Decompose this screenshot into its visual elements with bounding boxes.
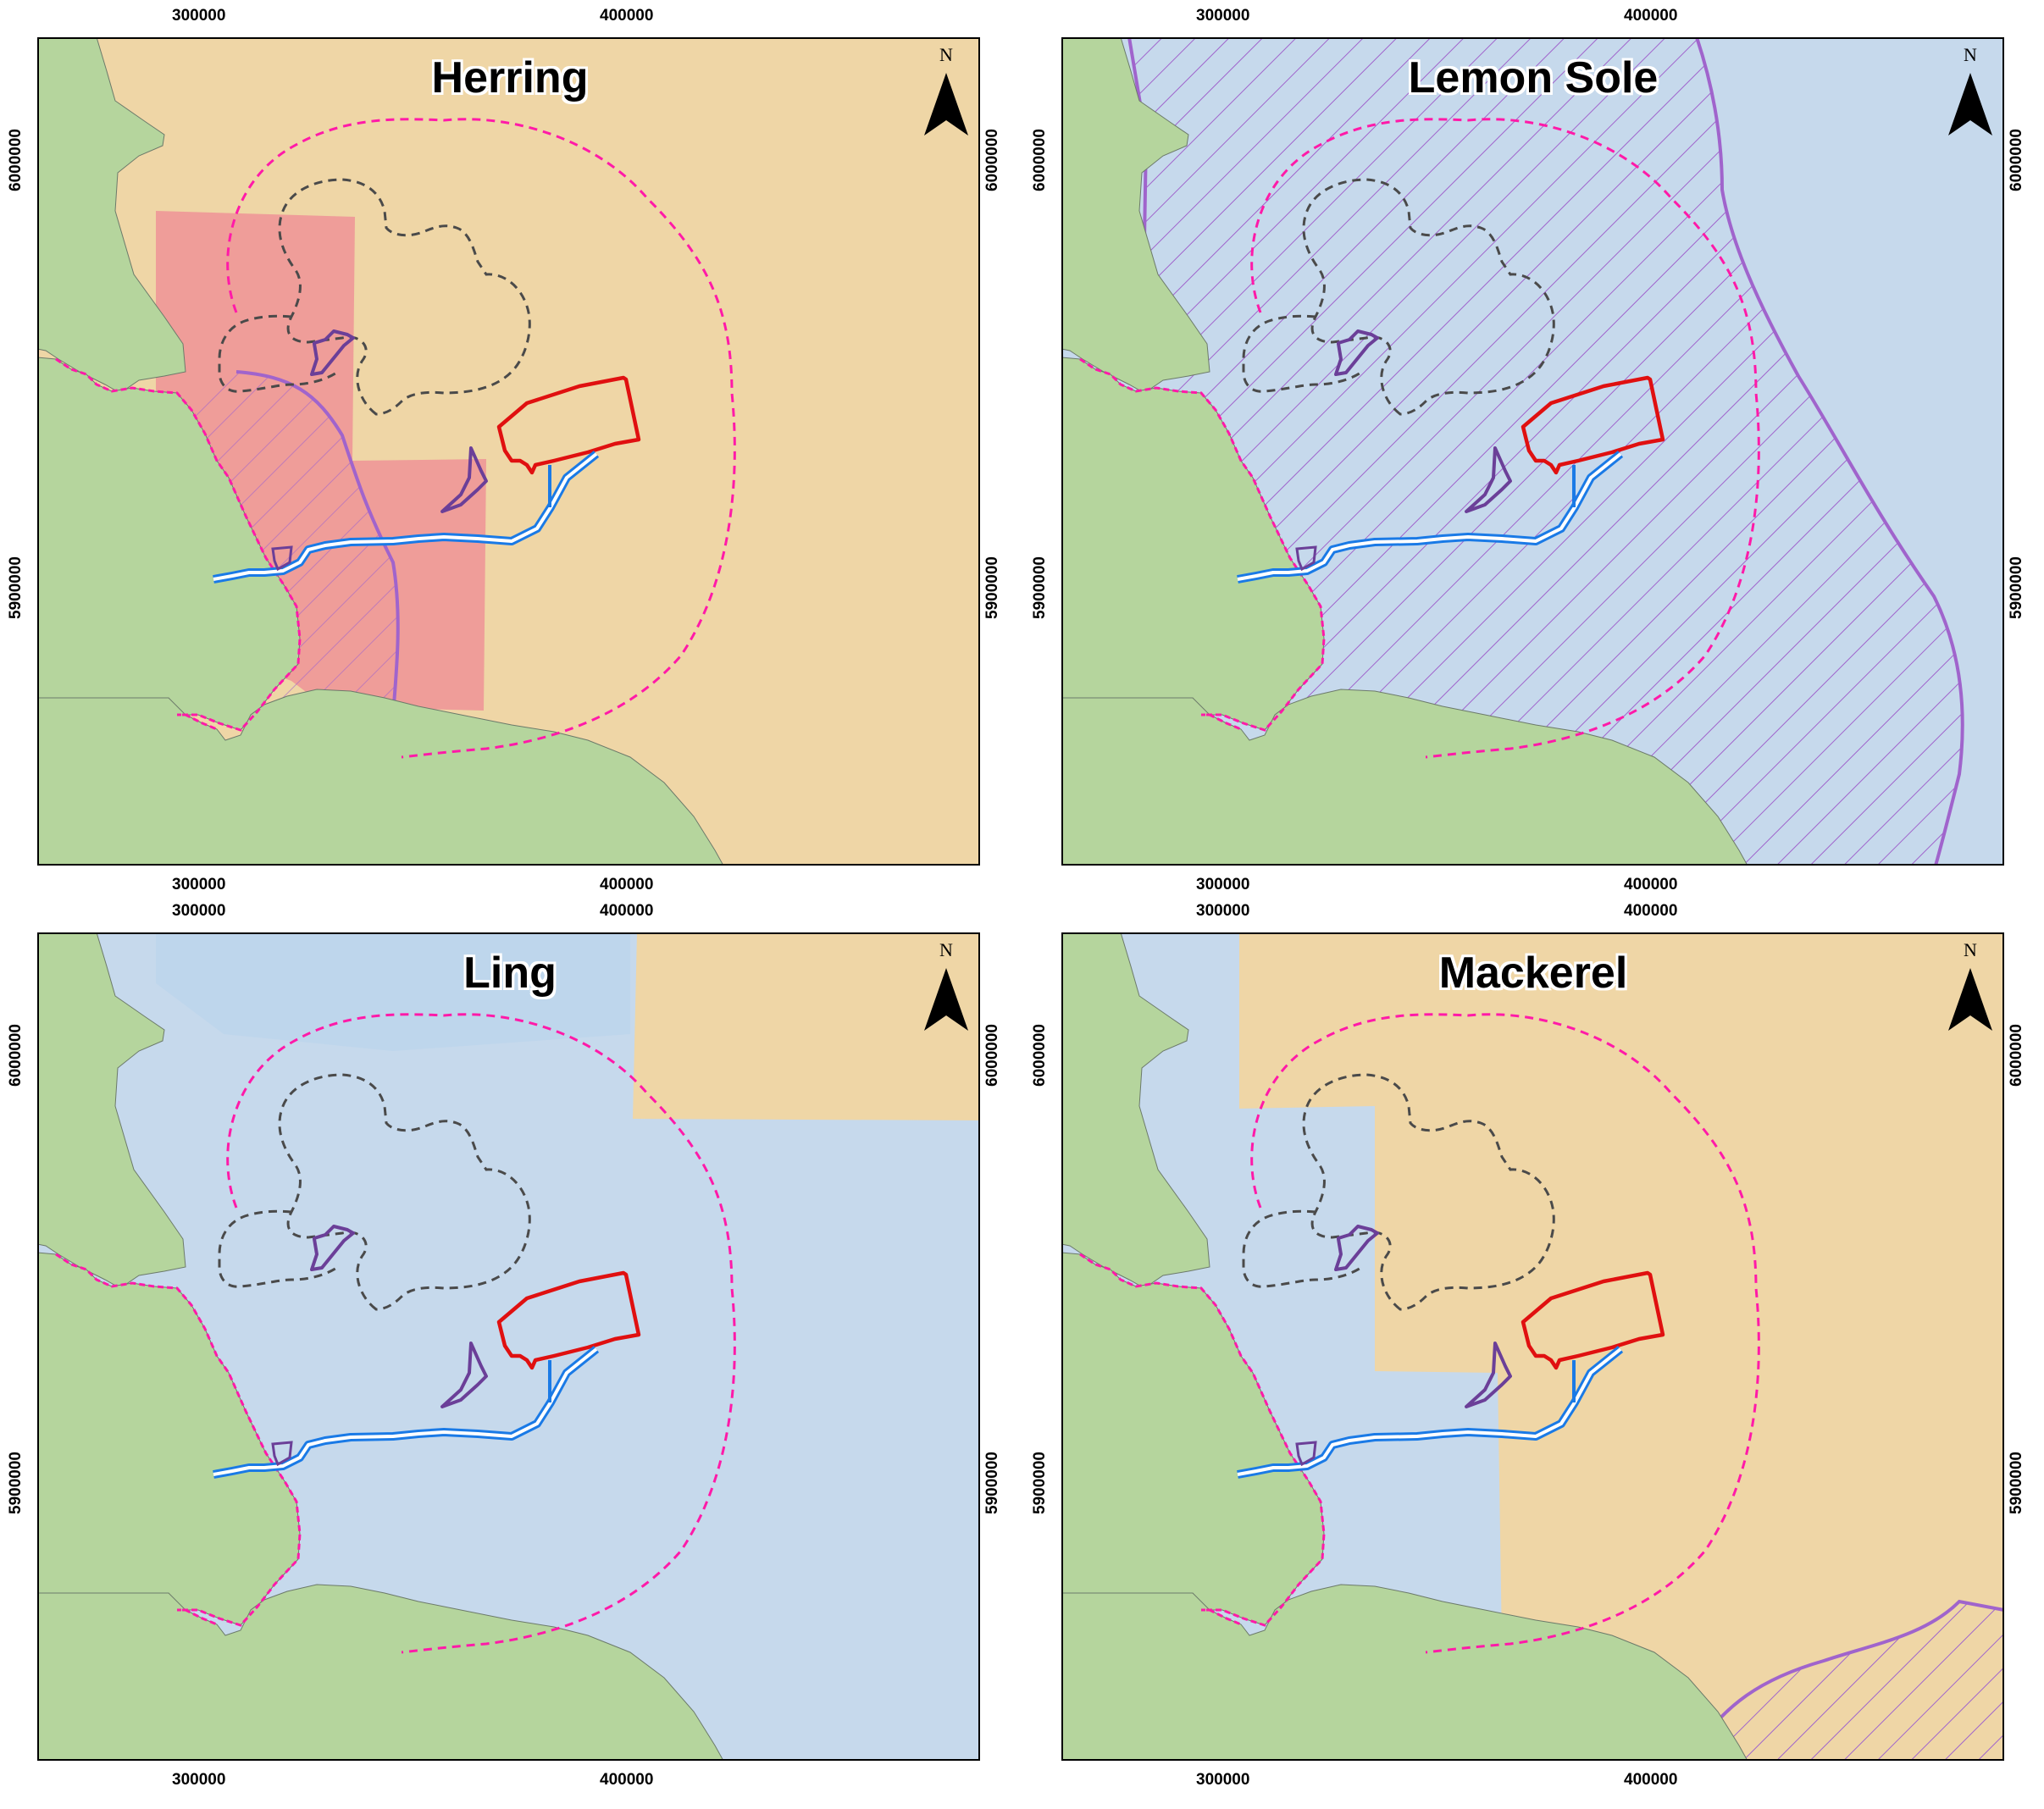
y-tick-label: 6000000 bbox=[6, 129, 25, 191]
x-tick-label: 300000 bbox=[172, 902, 226, 920]
coast-buffer bbox=[1079, 357, 1326, 732]
land-south bbox=[37, 1584, 724, 1761]
x-tick-label: 400000 bbox=[1624, 1771, 1678, 1789]
x-tick-label: 400000 bbox=[1624, 876, 1678, 893]
x-tick-label: 400000 bbox=[600, 902, 654, 920]
y-tick-label: 6000000 bbox=[2007, 129, 2025, 191]
x-tick-label: 300000 bbox=[172, 876, 226, 893]
north-arrow-icon bbox=[924, 73, 968, 136]
y-tick-label: 6000000 bbox=[2007, 1024, 2025, 1087]
land-south bbox=[1061, 689, 1748, 866]
x-tick-label: 300000 bbox=[172, 7, 226, 25]
coast-buffer bbox=[55, 1253, 302, 1627]
species-title: Lemon Sole bbox=[1408, 53, 1659, 102]
y-tick-label: 5900000 bbox=[983, 1452, 1001, 1514]
map-canvas bbox=[37, 932, 980, 1761]
x-tick-label: 300000 bbox=[1196, 876, 1250, 893]
species-title: Herring bbox=[431, 53, 589, 102]
y-tick-label: 5900000 bbox=[6, 556, 25, 619]
north-label: N bbox=[1964, 44, 1977, 65]
north-arrow-icon bbox=[1948, 968, 1992, 1031]
land-north bbox=[37, 37, 186, 394]
x-tick-label: 400000 bbox=[600, 7, 654, 25]
north-label: N bbox=[939, 939, 953, 960]
y-tick-label: 6000000 bbox=[1030, 1024, 1049, 1087]
y-tick-label: 5900000 bbox=[2007, 556, 2025, 619]
nursery-boundary bbox=[1695, 37, 1964, 866]
x-tick-label: 400000 bbox=[1624, 7, 1678, 25]
x-tick-label: 300000 bbox=[1196, 1771, 1250, 1789]
species-title: Mackerel bbox=[1438, 949, 1628, 998]
x-tick-label: 400000 bbox=[600, 1771, 654, 1789]
y-tick-label: 5900000 bbox=[6, 1452, 25, 1514]
coast-buffer bbox=[1079, 1253, 1326, 1627]
x-tick-label: 400000 bbox=[1624, 902, 1678, 920]
spawning-zone bbox=[1239, 932, 2004, 1761]
map-panel-mackerel: Mackerel N bbox=[1061, 932, 2004, 1761]
y-tick-label: 6000000 bbox=[983, 1024, 1001, 1087]
x-tick-label: 400000 bbox=[600, 876, 654, 893]
land-north bbox=[37, 932, 186, 1289]
species-title: Ling bbox=[463, 949, 557, 998]
land-south bbox=[1061, 1584, 1748, 1761]
x-tick-label: 300000 bbox=[172, 1771, 226, 1789]
x-tick-label: 300000 bbox=[1196, 902, 1250, 920]
map-panel-lemon-sole: Lemon Sole N bbox=[1061, 37, 2004, 866]
y-tick-label: 6000000 bbox=[1030, 129, 1049, 191]
y-tick-label: 5900000 bbox=[1030, 556, 1049, 619]
y-tick-label: 6000000 bbox=[983, 129, 1001, 191]
map-canvas bbox=[37, 37, 980, 866]
y-tick-label: 5900000 bbox=[2007, 1452, 2025, 1514]
north-label: N bbox=[939, 44, 953, 65]
land-north bbox=[1061, 932, 1210, 1289]
spawning-zone bbox=[633, 932, 980, 1120]
north-label: N bbox=[1964, 939, 1977, 960]
map-canvas bbox=[1061, 932, 2004, 1761]
y-tick-label: 6000000 bbox=[6, 1024, 25, 1087]
nursery-boundary bbox=[1687, 1599, 2004, 1761]
x-tick-label: 300000 bbox=[1196, 7, 1250, 25]
map-canvas bbox=[1061, 37, 2004, 866]
y-tick-label: 5900000 bbox=[983, 556, 1001, 619]
north-arrow-icon bbox=[1948, 73, 1992, 136]
land-north bbox=[1061, 37, 1210, 394]
north-arrow-icon bbox=[924, 968, 968, 1031]
coast-buffer bbox=[55, 357, 302, 732]
y-tick-label: 5900000 bbox=[1030, 1452, 1049, 1514]
map-panel-herring: Herring N bbox=[37, 37, 980, 866]
land-south bbox=[37, 689, 724, 866]
map-panel-ling: Ling N bbox=[37, 932, 980, 1761]
